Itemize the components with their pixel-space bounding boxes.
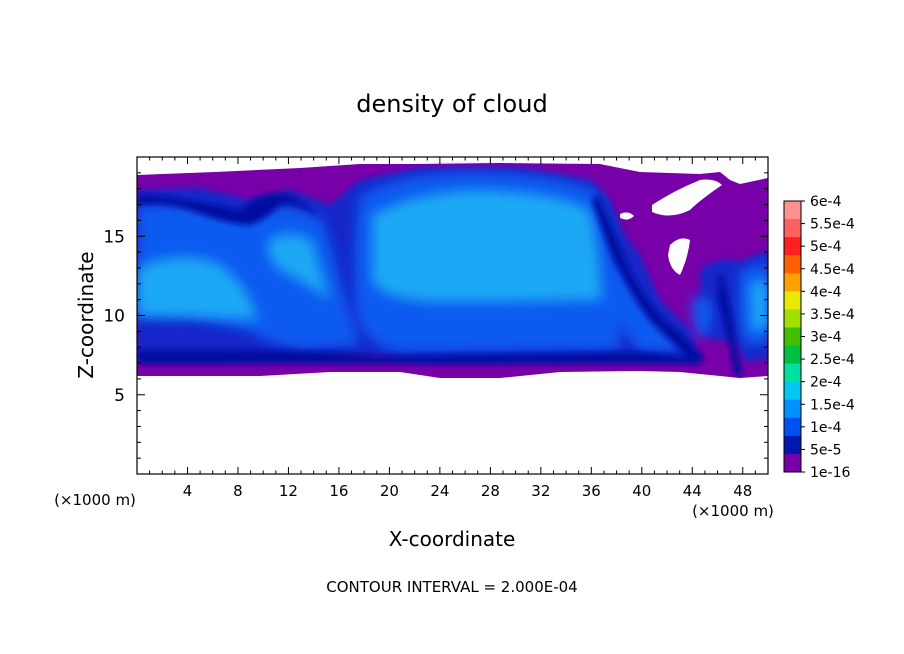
y-tick-label: 15 [103,227,125,247]
cloud-core-light [137,257,258,320]
cloud-core-light [267,234,330,300]
x-tick-label: 20 [380,482,399,500]
cloud-edge-darkest [592,195,705,360]
cloud-body-medium [691,296,713,340]
x-axis-unit-label: (×1000 m) [692,502,774,520]
x-tick-label: 16 [329,482,348,500]
x-axis-label: X-coordinate [389,527,516,551]
colorbar-label: 2e-4 [810,375,842,391]
x-axis-ticks: 4 8 12 16 20 24 28 32 36 40 44 48 [149,157,756,500]
colorbar-swatch [784,417,801,437]
x-tick-label: 12 [279,482,298,500]
clear-gap [652,179,722,216]
x-origin-unit-label: (×1000 m) [54,491,136,509]
x-tick-label: 32 [531,482,550,500]
colorbar-label: 1e-4 [810,420,842,436]
clear-gap [620,212,634,220]
y-tick-label: 5 [114,386,125,406]
y-axis-label: Z-coordinate [74,251,98,378]
colorbar-swatch [784,237,801,256]
x-tick-label: 28 [481,482,500,500]
x-tick-label: 8 [233,482,243,500]
colorbar-label: 5e-5 [810,442,841,458]
colorbar-label: 5e-4 [810,239,842,255]
y-tick-label: 10 [103,307,125,327]
colorbar-swatch [784,255,801,274]
colorbar-swatch [784,453,801,473]
colorbar-label: 4.5e-4 [810,262,855,278]
colorbar-label: 3.5e-4 [810,307,855,323]
colorbar-swatch [784,435,801,455]
colorbar: 6e-4 5.5e-4 5e-4 4.5e-4 4e-4 3.5e-4 3e-4 2.5e-4… [783,194,855,481]
contour-interval-note: CONTOUR INTERVAL = 2.000E-04 [326,578,577,596]
colorbar-swatch [784,399,801,419]
chart-title: density of cloud [356,90,547,118]
colorbar-swatch [784,381,801,401]
x-tick-label: 36 [582,482,601,500]
cloud-core-light [750,279,768,330]
x-tick-label: 40 [632,482,651,500]
colorbar-label: 2.5e-4 [810,352,855,368]
clear-gap [668,238,690,275]
cloud-edge-darkest [137,350,700,364]
colorbar-swatch [784,201,801,220]
cloud-edge-darkest [718,270,742,375]
colorbar-label: 4e-4 [810,284,842,300]
colorbar-swatch [784,327,801,347]
x-tick-label: 24 [430,482,449,500]
colorbar-swatch [784,345,801,365]
colorbar-swatch [784,273,801,292]
cloud-core-light [372,190,602,302]
colorbar-swatch [784,219,801,238]
colorbar-label: 1.5e-4 [810,397,855,413]
x-tick-label: 4 [183,482,193,500]
x-tick-label: 48 [733,482,752,500]
contour-field [137,163,768,378]
colorbar-swatch [784,363,801,383]
colorbar-swatch [784,291,801,310]
colorbar-label: 5.5e-4 [810,217,855,233]
y-axis-ticks: 5 10 15 [103,172,768,459]
colorbar-swatch [784,309,801,328]
colorbar-label: 3e-4 [810,330,842,346]
cloud-edge-darkest [137,194,320,225]
colorbar-label: 1e-16 [810,465,850,481]
colorbar-label: 6e-4 [810,194,842,210]
x-tick-label: 44 [683,482,702,500]
